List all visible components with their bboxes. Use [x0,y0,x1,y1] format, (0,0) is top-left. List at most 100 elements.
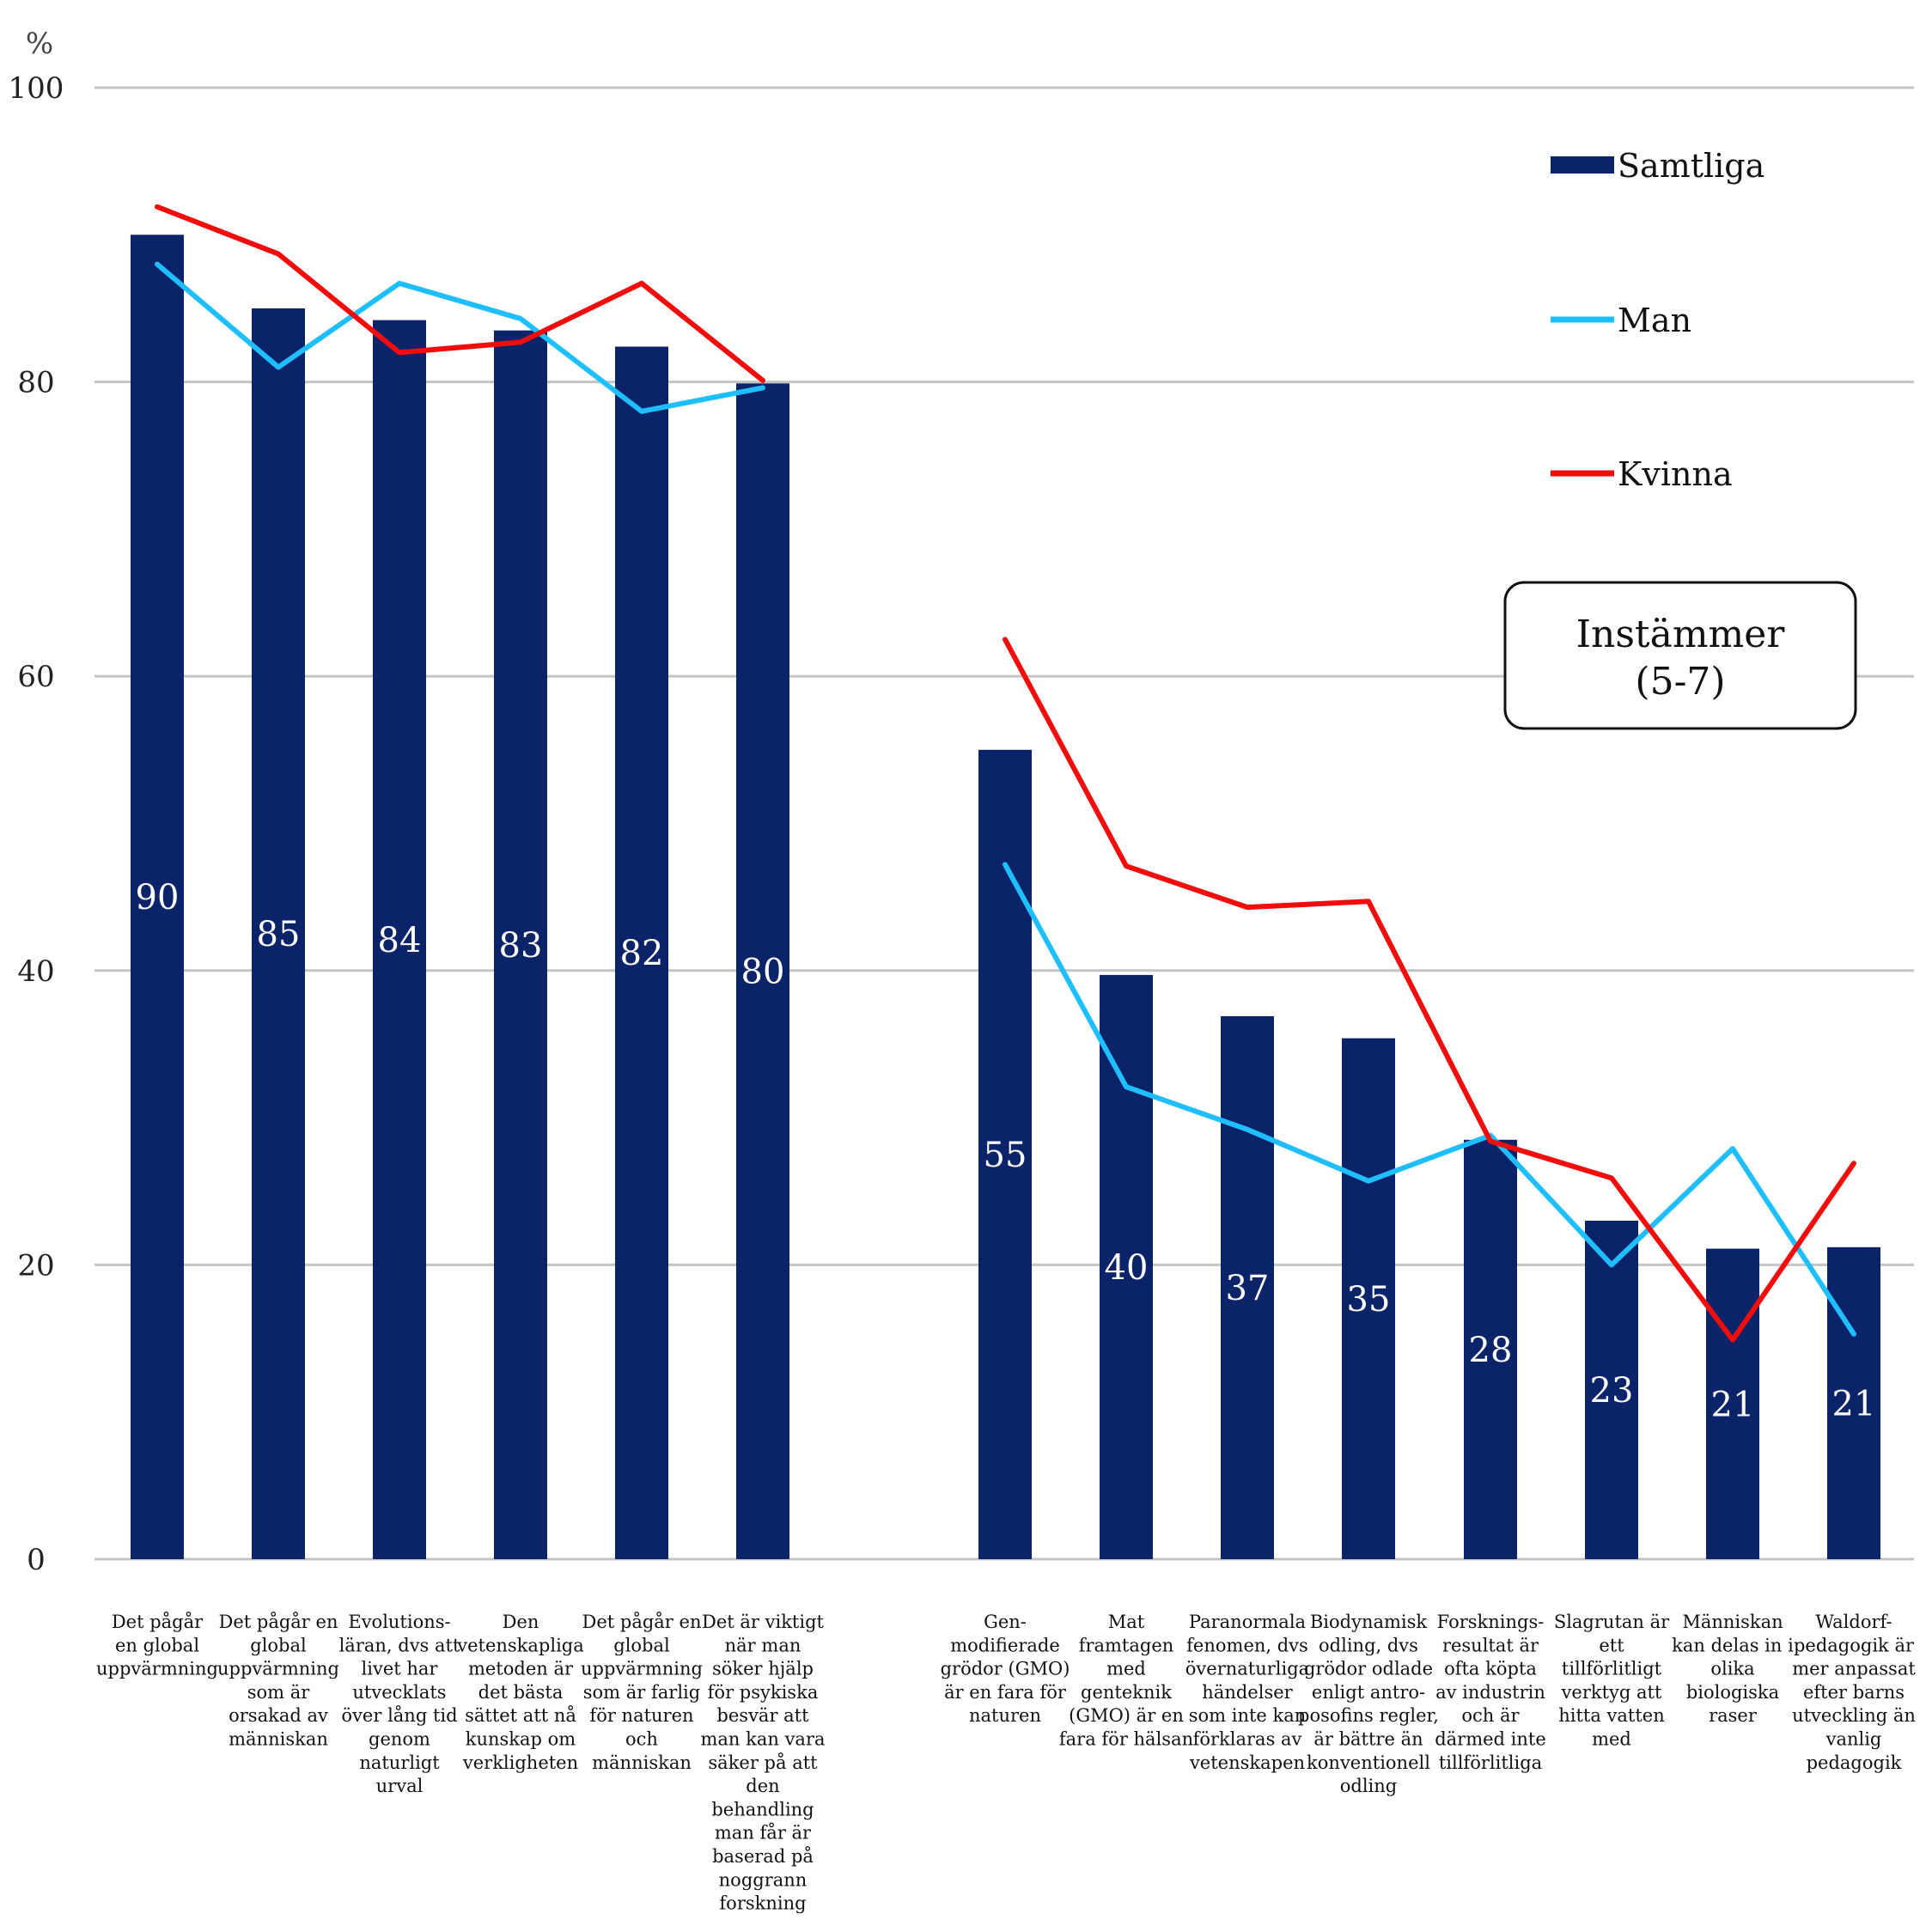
category-label-11: Forsknings-resultat är ofta köpta av indus… [1435,1612,1546,1773]
bar-8 [1100,974,1153,1559]
category-label-line: Den [503,1612,539,1632]
y-tick-label-80: 80 [17,366,54,400]
bar-13 [1706,1248,1759,1559]
category-label-line: global [613,1635,670,1655]
category-label-line: utvecklats [352,1682,446,1703]
category-label-line: vanlig [1825,1729,1882,1750]
category-label-line: är bättre än [1313,1729,1423,1750]
category-label-line: händelser [1202,1682,1293,1703]
bar-1 [131,235,184,1559]
value-label-4: 83 [499,926,543,966]
note-line-2: (5-7) [1635,660,1725,704]
category-label-line: utveckling än [1792,1705,1916,1726]
category-label-line: fenomen, dvs [1186,1635,1308,1655]
category-label-5: Det pågår en global uppvärmning som är farl… [581,1612,703,1773]
bar-10 [1342,1038,1395,1559]
category-label-line: grödor (GMO) [941,1659,1070,1679]
category-label-line: hitta vatten [1558,1705,1665,1726]
y-axis-unit: % [26,27,53,61]
category-label-line: biologiska [1686,1682,1779,1703]
category-label-line: människan [229,1729,328,1750]
category-label-line: läran, dvs att [339,1635,460,1655]
category-label-line: besvär att [716,1705,809,1726]
category-label-line: Forsknings- [1437,1612,1545,1632]
note-line-1: Instämmer [1576,613,1786,656]
category-label-line: som är [247,1682,311,1703]
bar-9 [1221,1015,1274,1559]
category-label-line: raser [1709,1705,1758,1726]
bar-6 [736,383,789,1559]
category-label-line: Människan [1682,1612,1783,1632]
line-kvinna-group-2 [1003,637,1856,1343]
category-label-line: mer anpassat [1792,1659,1916,1679]
value-label-8: 40 [1105,1248,1149,1288]
category-label-line: naturen [969,1705,1041,1726]
category-label-line: odling [1340,1776,1398,1796]
category-label-line: efter barns [1803,1682,1905,1703]
value-label-14: 21 [1832,1384,1876,1423]
category-label-line: när man [725,1635,801,1655]
value-label-5: 82 [620,934,664,973]
category-label-line: genom [369,1729,430,1750]
bars-samtliga [131,235,1880,1560]
bar-3 [373,320,426,1559]
category-label-line: Slagrutan är [1554,1612,1670,1632]
category-label-line: kan delas in i [1672,1635,1794,1655]
category-label-line: för naturen [589,1705,693,1726]
category-label-line: kunskap om [466,1729,576,1750]
bar-11 [1464,1139,1517,1559]
y-tick-label-20: 20 [17,1248,54,1283]
category-label-line: naturligt [359,1752,440,1773]
line-man-group-1 [155,261,765,414]
category-label-6: Det är viktigt när man söker hjälp för psyk… [700,1612,825,1914]
category-label-13: Människan kan delas in i olika biologiska ra… [1672,1612,1794,1726]
category-label-12: Slagrutan är ett tillförlitligt verktyg att… [1554,1612,1670,1750]
note-box: Instämmer (5-7) [1503,581,1857,730]
category-label-line: verkligheten [462,1752,578,1773]
category-label-line: urval [376,1776,424,1796]
category-label-line: Mat [1108,1612,1145,1632]
category-label-line: pedagogik är [1794,1635,1915,1655]
category-label-line: söker hjälp [712,1659,814,1679]
category-label-line: är en fara för [944,1682,1067,1703]
value-label-2: 85 [257,915,301,954]
y-tick-label-40: 40 [17,954,54,989]
category-label-line: uppvärmning [217,1659,339,1679]
value-label-9: 37 [1226,1269,1270,1308]
category-label-line: verktyg att [1561,1682,1662,1703]
category-label-line: man får är [715,1823,812,1844]
category-label-line: pedagogik [1807,1752,1902,1773]
note-box-frame [1503,581,1857,730]
category-label-line: orsakad av [229,1705,328,1726]
category-label-line: odling, dvs [1319,1635,1418,1655]
category-label-line: Waldorf- [1815,1612,1892,1632]
bar-4 [494,330,547,1559]
value-label-1: 90 [136,878,180,917]
category-label-line: Gen- [984,1612,1027,1632]
category-label-line: som inte kan [1189,1705,1307,1726]
category-label-line: Evolutions- [348,1612,450,1632]
category-label-line: med [1106,1659,1146,1679]
bar-14 [1827,1246,1880,1559]
category-label-line: och [625,1729,658,1750]
bar-7 [978,749,1032,1559]
y-tick-label-100: 100 [9,71,64,106]
category-label-line: med [1592,1729,1631,1750]
category-label-9: Paranormala fenomen, dvs övernaturliga händ… [1185,1612,1309,1773]
category-label-line: Biodynamisk [1310,1612,1428,1632]
category-label-line: tillförlitliga [1439,1752,1542,1773]
category-label-line: den [746,1776,779,1796]
bar-value-labels: 90 85 84 83 82 80 55 40 37 35 28 23 21 21 [136,878,1876,1424]
category-label-line: noggrann [719,1869,808,1890]
category-label-line: Det pågår en [582,1612,702,1632]
category-label-line: tillförlitligt [1562,1659,1662,1679]
category-label-line: posofins regler, [1298,1705,1439,1726]
line-kvinna-group-1 [155,204,765,383]
category-label-line: som är farlig [583,1682,700,1703]
category-label-line: därmed inte [1435,1729,1546,1750]
category-label-4: Den vetenskapliga metoden är det bästa sätte… [456,1612,584,1773]
category-label-line: framtagen [1079,1635,1174,1655]
category-label-2: Det pågår en global uppvärmning som är orsak… [217,1612,339,1750]
category-label-8: Mat framtagen med genteknik (GMO) är en fara … [1059,1612,1193,1750]
category-label-line: behandling [711,1799,814,1819]
